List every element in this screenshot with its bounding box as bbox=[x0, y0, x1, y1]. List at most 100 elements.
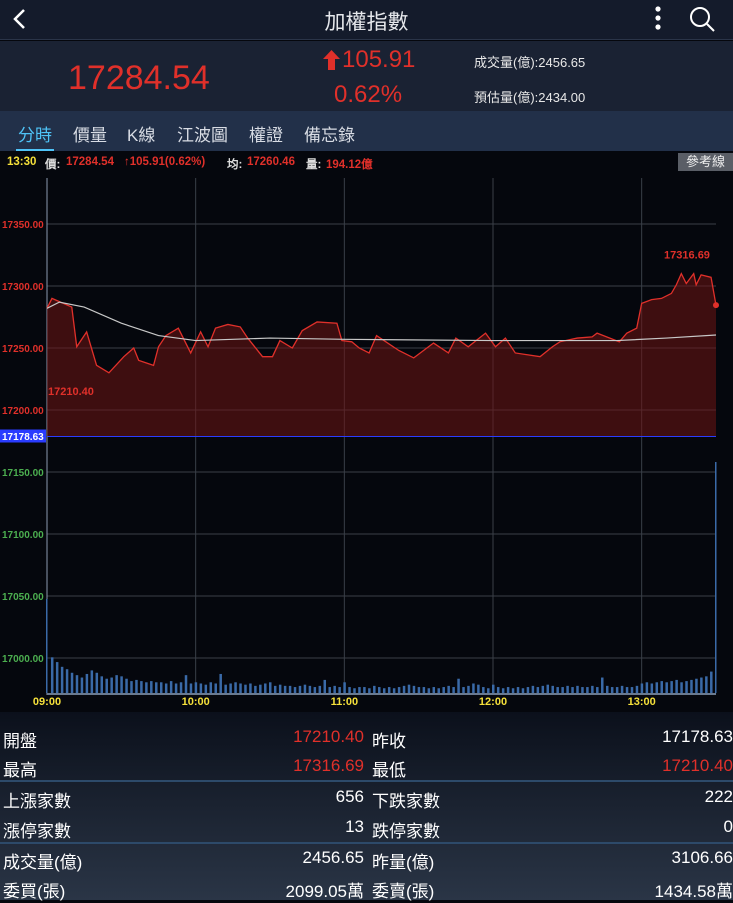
volume-bar bbox=[635, 685, 639, 693]
stat-label: 最高 bbox=[3, 761, 37, 780]
info-price: 17284.54 bbox=[66, 156, 114, 168]
volume-bar bbox=[417, 687, 421, 693]
info-time: 13:30 bbox=[7, 156, 37, 168]
stat-value: 17210.40 bbox=[293, 727, 364, 746]
volume-bar bbox=[150, 681, 153, 693]
volume-bar bbox=[308, 685, 312, 693]
stats-row: 漲停家數 13 跌停家數 0 bbox=[0, 813, 733, 843]
tab-price-volume[interactable]: 價量 bbox=[73, 126, 107, 145]
tab-bar: 分時 價量 K線 江波圖 權證 備忘錄 bbox=[0, 111, 733, 151]
volume-bar bbox=[605, 685, 609, 693]
stat-label: 成交量(億) bbox=[3, 853, 83, 872]
volume-bar bbox=[164, 683, 168, 693]
divider bbox=[0, 842, 733, 844]
volume-bar bbox=[140, 681, 143, 693]
x-tick-label: 11:00 bbox=[331, 696, 359, 708]
volume-bar bbox=[650, 683, 654, 693]
volume-bar bbox=[229, 683, 232, 693]
volume-bar bbox=[392, 688, 396, 693]
volume-bar bbox=[264, 683, 267, 693]
volume-bar bbox=[700, 677, 703, 693]
volume-bar bbox=[90, 670, 94, 693]
volume-bar bbox=[615, 687, 619, 693]
index-change: 105.91 bbox=[342, 46, 416, 73]
stat-label: 開盤 bbox=[3, 732, 37, 751]
stat-value: 13 bbox=[345, 817, 364, 836]
volume-bar bbox=[506, 687, 510, 693]
chart-info-bar: 13:30 價: 17284.54 ↑105.91(0.62%) 均: 1726… bbox=[0, 151, 733, 173]
tab-kline[interactable]: K線 bbox=[127, 126, 156, 145]
volume-bar bbox=[437, 688, 440, 693]
volume-bar bbox=[204, 684, 208, 693]
volume-bar bbox=[318, 685, 322, 693]
volume-bar bbox=[591, 685, 594, 693]
volume-bar bbox=[521, 688, 525, 693]
stat-value: 17316.69 bbox=[293, 756, 364, 775]
tab-memo[interactable]: 備忘錄 bbox=[304, 126, 355, 145]
average-line bbox=[46, 301, 717, 342]
intraday-chart[interactable]: 17350.00 17300.00 17250.00 17200.00 17150.00… bbox=[0, 173, 733, 711]
volume-bar bbox=[640, 683, 644, 693]
volume-bar bbox=[174, 683, 178, 693]
stat-label: 昨量(億) bbox=[372, 853, 435, 872]
stat-label: 最低 bbox=[372, 761, 406, 780]
volume-bar bbox=[303, 684, 307, 693]
stats-row: 最高 17316.69 最低 17210.40 bbox=[0, 752, 733, 782]
volume-bar bbox=[323, 679, 327, 693]
volume-bar bbox=[249, 683, 252, 693]
volume-bar bbox=[581, 687, 584, 693]
volume-bar bbox=[477, 684, 480, 693]
index-percent: 0.62% bbox=[334, 81, 403, 108]
volume-bar bbox=[273, 685, 277, 693]
tab-warrants[interactable]: 權證 bbox=[249, 126, 283, 145]
x-tick-label: 12:00 bbox=[479, 696, 507, 708]
volume-bar bbox=[214, 683, 217, 693]
volume-bar bbox=[239, 683, 242, 693]
volume-bar bbox=[501, 688, 505, 693]
volume-bar bbox=[60, 666, 64, 693]
volume-bar bbox=[705, 676, 708, 693]
stat-value: 3106.66 bbox=[671, 848, 733, 867]
volume-bar bbox=[110, 677, 113, 693]
stat-label: 昨收 bbox=[372, 732, 406, 751]
stat-value: 656 bbox=[335, 787, 364, 806]
volume-bar bbox=[670, 681, 673, 693]
volume-bar bbox=[472, 683, 475, 693]
volume-bar bbox=[496, 687, 500, 693]
tab-intraday[interactable]: 分時 bbox=[16, 121, 54, 151]
volume-bar bbox=[511, 688, 515, 693]
stat-value: 1434.58萬 bbox=[654, 882, 733, 901]
volume-bar bbox=[620, 685, 624, 693]
info-avg-label: 均: bbox=[227, 159, 243, 171]
volume-bar bbox=[169, 681, 173, 693]
volume-bar bbox=[125, 678, 128, 693]
volume-bar bbox=[105, 678, 108, 693]
reference-line-button[interactable]: 參考線 bbox=[678, 153, 733, 171]
volume-bar bbox=[596, 687, 599, 693]
divider bbox=[0, 780, 733, 782]
volume-bar bbox=[447, 685, 450, 693]
volume-bar bbox=[516, 687, 520, 693]
info-vol: 194.12億 bbox=[326, 159, 373, 171]
y-tick-label: 17250.00 bbox=[2, 344, 44, 355]
search-icon[interactable] bbox=[688, 5, 716, 33]
volume-bar bbox=[695, 678, 698, 693]
vertical-dots-icon[interactable] bbox=[652, 5, 664, 31]
volume-bar bbox=[353, 688, 356, 693]
volume-bar bbox=[234, 682, 237, 693]
volume-bar bbox=[432, 687, 436, 693]
volume-bar bbox=[120, 676, 123, 693]
chevron-left-icon[interactable] bbox=[10, 7, 30, 31]
volume-bar bbox=[660, 681, 663, 693]
volume-bar bbox=[531, 685, 535, 693]
volume-bar bbox=[46, 598, 48, 693]
volume-bar bbox=[675, 679, 678, 693]
x-tick-label: 09:00 bbox=[33, 696, 61, 708]
volume-bar bbox=[402, 685, 406, 693]
volume-bar bbox=[561, 687, 564, 693]
volume-bar bbox=[293, 687, 297, 693]
tab-jiangbo[interactable]: 江波圖 bbox=[177, 126, 228, 145]
info-change: ↑105.91(0.62%) bbox=[124, 156, 206, 168]
y-tick-label: 17100.00 bbox=[2, 530, 44, 541]
volume-bar bbox=[135, 679, 138, 693]
